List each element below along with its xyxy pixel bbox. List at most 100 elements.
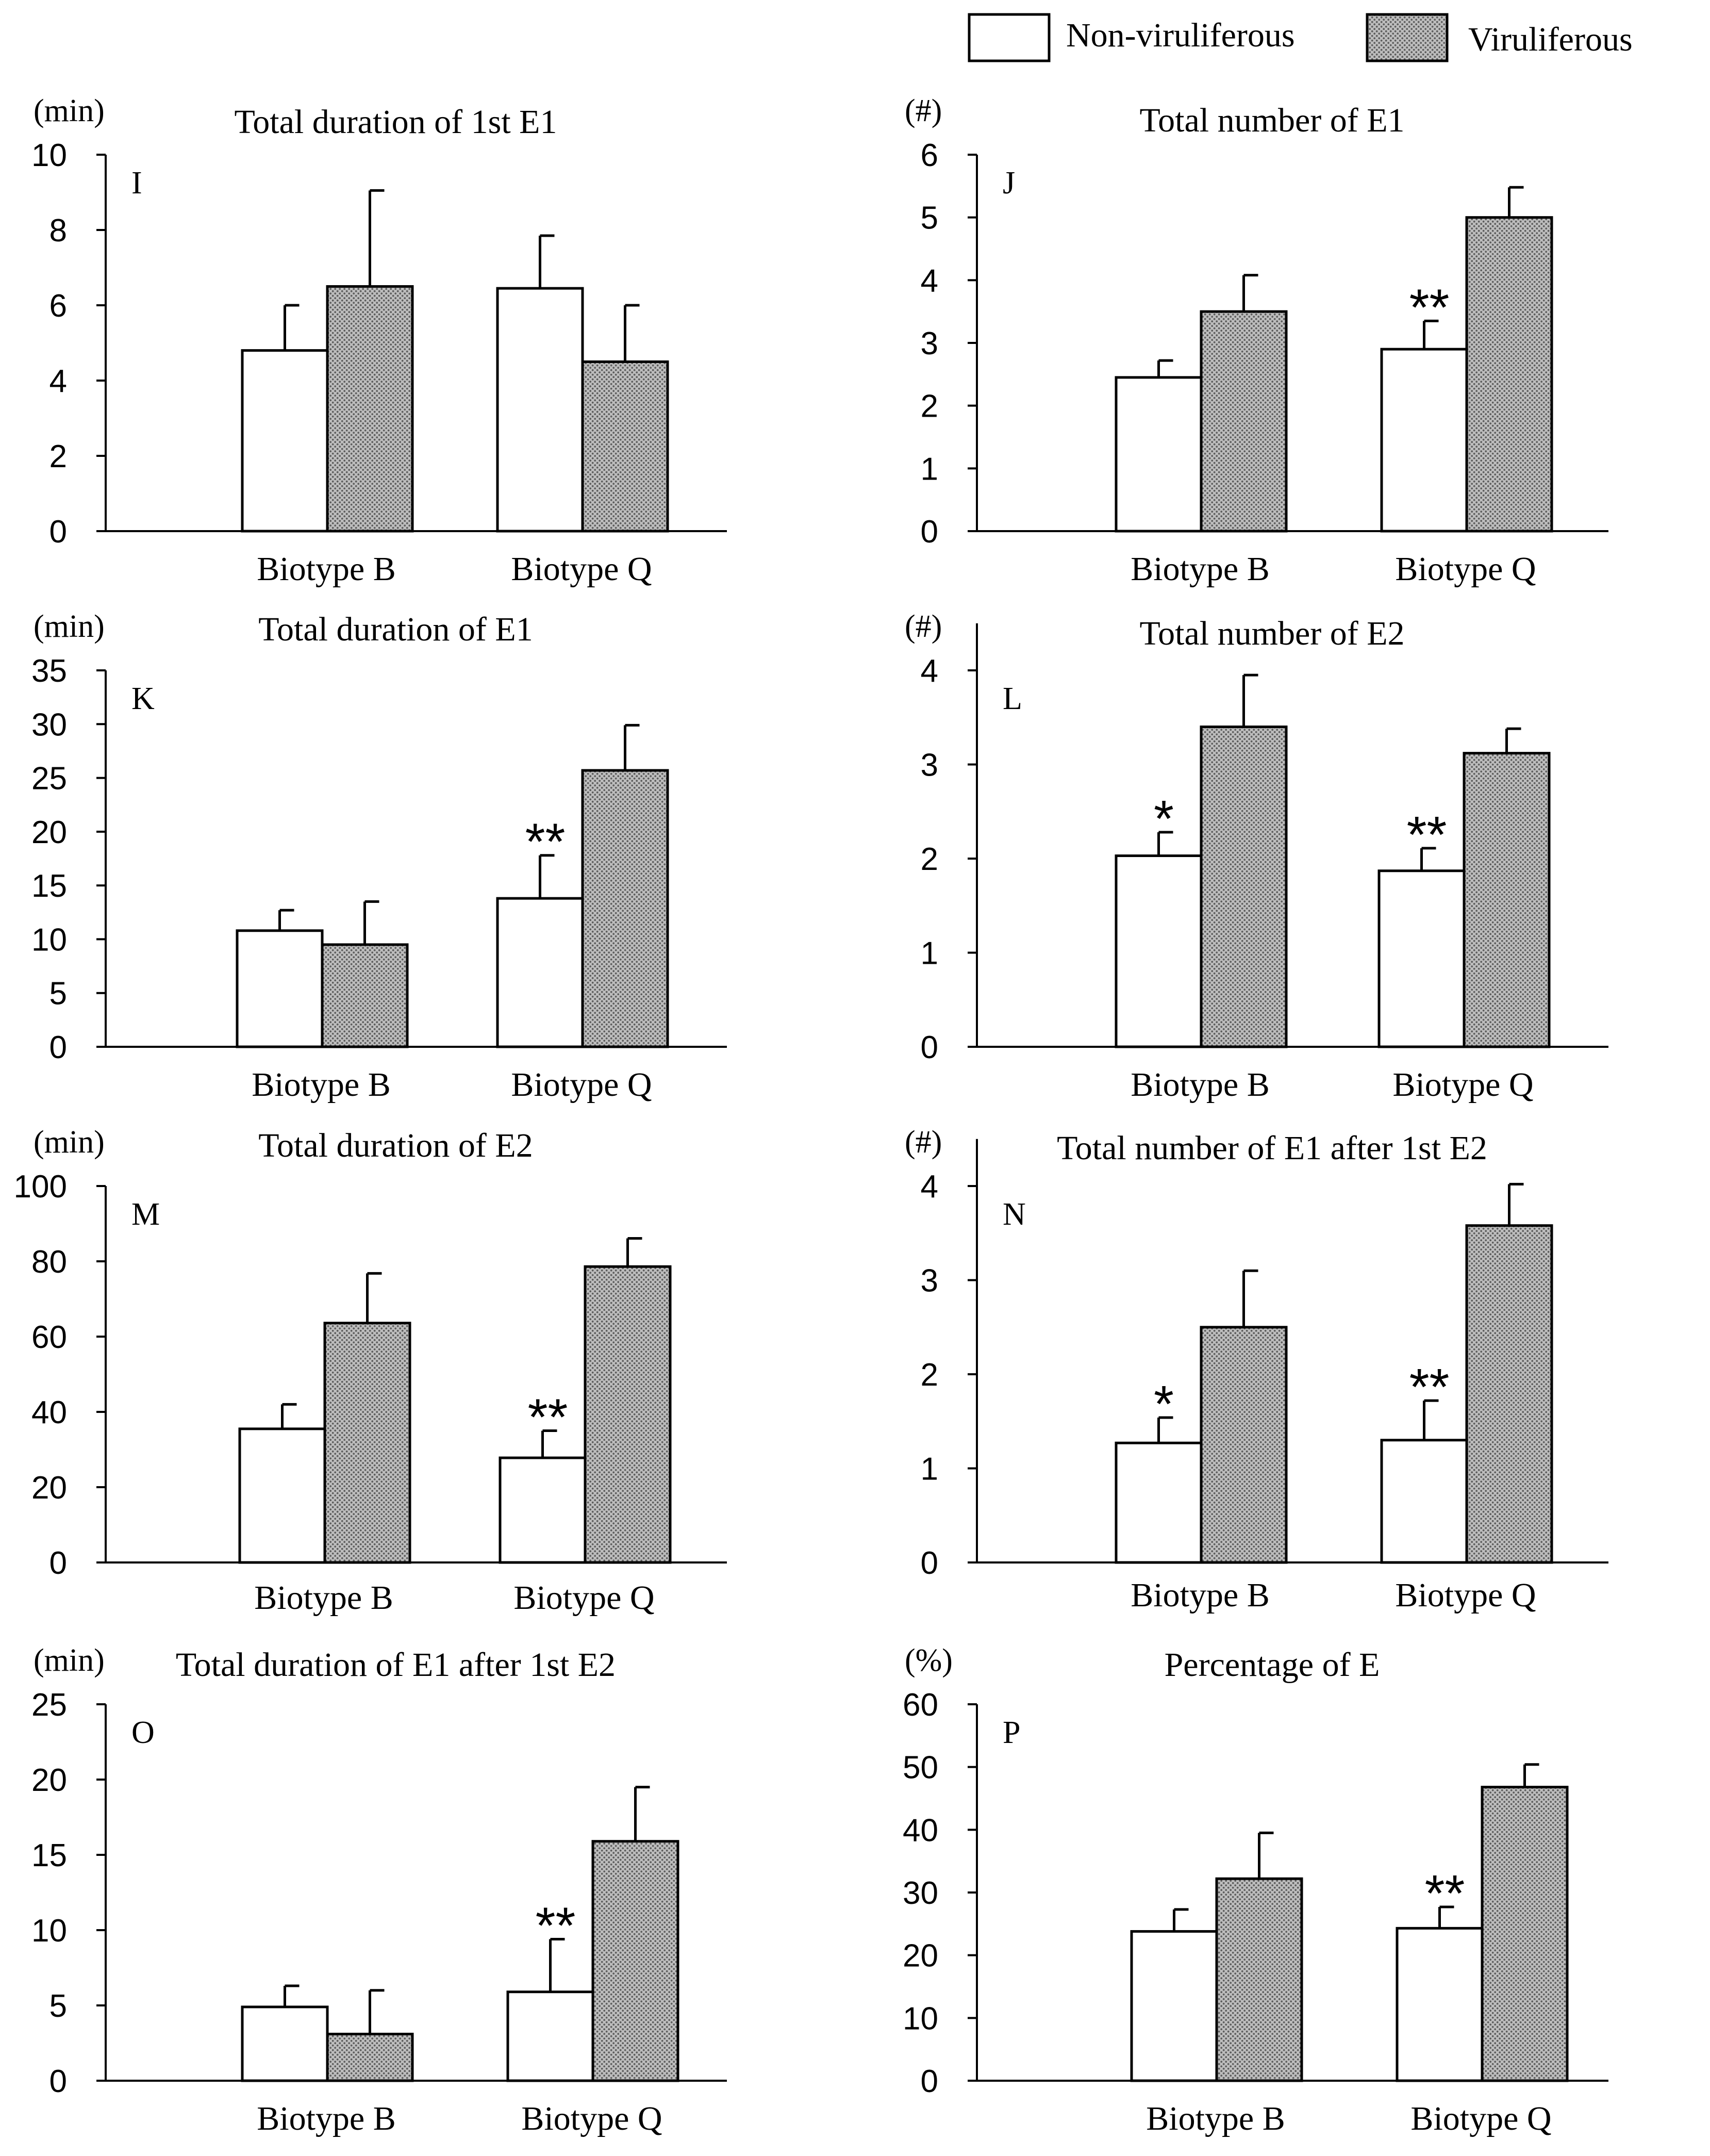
panel-letter: O <box>131 1715 155 1750</box>
y-tick-label: 2 <box>921 1357 938 1393</box>
y-tick-label: 0 <box>49 1545 67 1581</box>
bar-non-viruliferous <box>1396 1927 1484 2082</box>
category-label: Biotype B <box>1131 1066 1270 1104</box>
y-unit-label: (min) <box>34 1643 105 1678</box>
panel-letter: P <box>1003 1715 1020 1750</box>
y-tick-label: 3 <box>921 1263 938 1299</box>
bar-viruliferous <box>591 1840 679 2082</box>
y-tick-label: 5 <box>49 1988 67 2024</box>
bar-non-viruliferous <box>241 2005 329 2082</box>
bar-viruliferous <box>321 943 409 1048</box>
category-label: Biotype B <box>1131 1576 1270 1614</box>
y-tick-label: 0 <box>921 1545 938 1581</box>
bar-viruliferous <box>1465 216 1553 533</box>
bar-viruliferous <box>326 2032 414 2082</box>
bar-viruliferous <box>1481 1786 1569 2082</box>
y-tick-label: 1 <box>921 1452 938 1487</box>
y-tick-label: 0 <box>921 2064 938 2099</box>
y-tick-label: 4 <box>921 653 938 689</box>
panel-O: 0 5 10 15 20 25 (min) Total duration of E1 afte… <box>31 1643 727 2137</box>
y-tick-label: 3 <box>921 748 938 783</box>
category-label: Biotype Q <box>513 1579 654 1617</box>
panel-letter: L <box>1003 681 1022 716</box>
panel-letter: M <box>131 1197 160 1232</box>
category-label: Biotype Q <box>521 2100 662 2137</box>
panel-L: 0 1 2 3 4 (#) Total number of E2 L * Biotype B ** B… <box>905 609 1608 1104</box>
y-tick-label: 20 <box>31 1763 67 1798</box>
y-tick-label: 40 <box>903 1813 938 1848</box>
bar-viruliferous <box>323 1322 411 1564</box>
y-tick-label: 5 <box>49 976 67 1012</box>
y-unit-label: (#) <box>905 93 942 128</box>
y-tick-label: 15 <box>31 868 67 904</box>
legend-swatch-viruliferous <box>1366 13 1449 62</box>
panel-K: 0 5 10 15 20 25 30 35 (min) Total duration of E1 K… <box>31 609 727 1104</box>
category-label: Biotype B <box>1146 2100 1285 2137</box>
bar-viruliferous <box>1215 1877 1303 2082</box>
bar-non-viruliferous <box>1380 1439 1468 1564</box>
y-tick-label: 10 <box>903 2001 938 2036</box>
y-tick-label: 3 <box>921 326 938 361</box>
panel-letter: N <box>1003 1197 1026 1232</box>
bar-non-viruliferous <box>496 897 584 1048</box>
bar-non-viruliferous <box>241 349 329 533</box>
bar-viruliferous <box>326 285 414 533</box>
category-label: Biotype Q <box>1395 1576 1536 1614</box>
panel-J: 0 1 2 3 4 5 6 (#) Total number of E1 J Biotype B **… <box>905 93 1608 588</box>
y-tick-label: 0 <box>921 514 938 550</box>
significance-marker: * <box>1154 1375 1174 1433</box>
y-unit-label: (#) <box>905 609 942 644</box>
y-unit-label: (min) <box>34 609 105 644</box>
y-tick-label: 0 <box>49 1030 67 1065</box>
panel-letter: I <box>131 166 142 201</box>
panel-P: 0 10 20 30 40 50 60 (%) Percentage of E P Biotype … <box>903 1643 1608 2137</box>
panel-title: Total duration of 1st E1 <box>235 103 557 141</box>
y-tick-label: 20 <box>31 1470 67 1506</box>
y-tick-label: 2 <box>921 842 938 877</box>
y-tick-label: 4 <box>49 364 67 399</box>
y-tick-label: 8 <box>49 213 67 249</box>
y-tick-label: 4 <box>921 1169 938 1205</box>
bar-non-viruliferous <box>1130 1930 1218 2082</box>
category-label: Biotype Q <box>511 550 652 588</box>
bar-non-viruliferous <box>1380 348 1468 533</box>
panel-I: 0 2 4 6 8 10 (min) Total duration of 1st E1 I Bio… <box>31 93 727 588</box>
y-tick-label: 2 <box>921 389 938 424</box>
y-tick-label: 10 <box>31 138 67 173</box>
y-tick-label: 1 <box>921 936 938 972</box>
panel-title: Total duration of E1 after 1st E2 <box>176 1646 616 1684</box>
category-label: Biotype B <box>257 550 396 588</box>
y-tick-label: 0 <box>921 1030 938 1065</box>
y-unit-label: (%) <box>905 1643 953 1678</box>
panel-title: Total number of E1 <box>1139 102 1404 139</box>
legend-swatch-non-viruliferous <box>968 13 1051 62</box>
significance-marker: ** <box>528 1389 568 1446</box>
bar-non-viruliferous <box>238 1427 326 1564</box>
y-tick-label: 6 <box>921 138 938 173</box>
y-tick-label: 100 <box>14 1169 67 1205</box>
significance-marker: ** <box>1409 278 1450 336</box>
y-tick-label: 60 <box>903 1687 938 1723</box>
y-unit-label: (#) <box>905 1125 942 1160</box>
y-tick-label: 20 <box>31 815 67 850</box>
y-tick-label: 50 <box>903 1750 938 1786</box>
y-tick-label: 35 <box>31 653 67 689</box>
bar-viruliferous <box>1200 1326 1288 1564</box>
y-unit-label: (min) <box>34 93 105 128</box>
bar-viruliferous <box>581 360 669 533</box>
y-tick-label: 20 <box>903 1938 938 1974</box>
y-tick-label: 2 <box>49 439 67 474</box>
panel-title: Total number of E2 <box>1139 615 1404 652</box>
bar-viruliferous <box>1200 726 1288 1048</box>
category-label: Biotype Q <box>1410 2100 1551 2137</box>
bar-non-viruliferous <box>236 929 324 1048</box>
bar-viruliferous <box>581 769 669 1048</box>
y-tick-label: 30 <box>903 1875 938 1911</box>
bar-non-viruliferous <box>1115 376 1203 533</box>
panel-title: Total duration of E1 <box>258 611 533 648</box>
y-tick-label: 25 <box>31 1687 67 1723</box>
bar-non-viruliferous <box>1377 869 1466 1048</box>
y-tick-label: 10 <box>31 1913 67 1949</box>
